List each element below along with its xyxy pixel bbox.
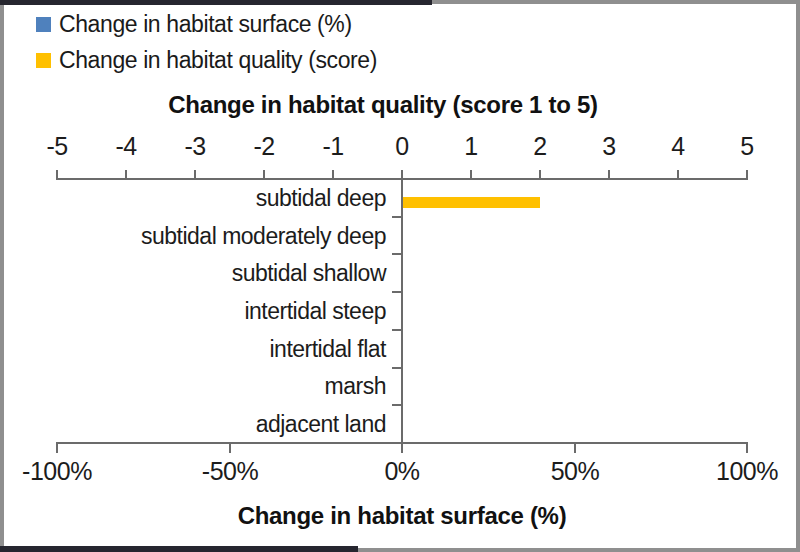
category-label-intertidal-steep: intertidal steep	[0, 296, 386, 326]
top-axis-tick	[56, 170, 58, 179]
bottom-axis-tick-label: 50%	[515, 456, 635, 486]
top-axis-tick	[677, 170, 679, 179]
category-axis-tick	[392, 216, 401, 218]
category-axis-line	[401, 178, 403, 444]
top-axis-tick	[263, 170, 265, 179]
top-axis-tick	[608, 170, 610, 179]
top-axis-tick-label: 3	[574, 131, 644, 161]
category-label-adjacent-land: adjacent land	[0, 409, 386, 439]
bottom-axis-tick-label: 100%	[687, 456, 800, 486]
bottom-axis-tick-label: -100%	[0, 456, 117, 486]
category-axis-tick	[392, 367, 401, 369]
category-label-subtidal-deep: subtidal deep	[0, 183, 386, 213]
quality-bar-subtidal-deep	[403, 197, 540, 208]
top-axis-tick-label: -4	[91, 131, 161, 161]
category-label-marsh: marsh	[0, 371, 386, 401]
chart: Change in habitat surface (%) Change in h…	[0, 0, 800, 552]
top-axis-tick	[194, 170, 196, 179]
top-axis-tick-label: 0	[367, 131, 437, 161]
top-axis-tick	[125, 170, 127, 179]
bottom-axis-tick	[401, 444, 403, 453]
top-axis-tick-label: 1	[436, 131, 506, 161]
top-axis-tick-label: -3	[160, 131, 230, 161]
legend-item-surface: Change in habitat surface (%)	[36, 6, 377, 42]
bottom-axis-tick	[56, 444, 58, 453]
legend-item-quality: Change in habitat quality (score)	[36, 42, 377, 78]
bottom-axis-tick-label: 0%	[342, 456, 462, 486]
legend-swatch-icon	[36, 53, 51, 68]
top-axis-tick	[401, 170, 403, 179]
category-axis-tick	[392, 329, 401, 331]
bottom-axis-tick	[229, 444, 231, 453]
bottom-axis-title: Change in habitat surface (%)	[52, 501, 752, 531]
top-axis-tick-label: 5	[712, 131, 782, 161]
top-axis-tick-label: 2	[505, 131, 575, 161]
top-axis-tick-label: -5	[22, 131, 92, 161]
legend-label: Change in habitat surface (%)	[59, 11, 352, 38]
category-axis-tick	[392, 291, 401, 293]
bottom-axis-tick-label: -50%	[170, 456, 290, 486]
frame-border-bottom-dark	[0, 546, 358, 552]
top-axis-tick-label: 4	[643, 131, 713, 161]
category-axis-tick	[392, 404, 401, 406]
bottom-axis-tick	[746, 444, 748, 453]
category-label-subtidal-shallow: subtidal shallow	[0, 258, 386, 288]
bottom-axis-tick	[574, 444, 576, 453]
category-label-intertidal-flat: intertidal flat	[0, 334, 386, 364]
top-axis-tick	[746, 170, 748, 179]
legend-label: Change in habitat quality (score)	[59, 47, 377, 74]
top-axis-title: Change in habitat quality (score 1 to 5)	[33, 90, 733, 120]
top-axis-tick	[470, 170, 472, 179]
legend-swatch-icon	[36, 17, 51, 32]
top-axis-tick-label: -2	[229, 131, 299, 161]
top-axis-tick	[332, 170, 334, 179]
frame-border-top-dark	[0, 0, 432, 5]
top-axis-tick	[539, 170, 541, 179]
legend: Change in habitat surface (%) Change in h…	[36, 6, 377, 78]
top-axis-tick-label: -1	[298, 131, 368, 161]
category-axis-tick	[392, 253, 401, 255]
category-label-subtidal-moderately-deep: subtidal moderately deep	[0, 221, 386, 251]
